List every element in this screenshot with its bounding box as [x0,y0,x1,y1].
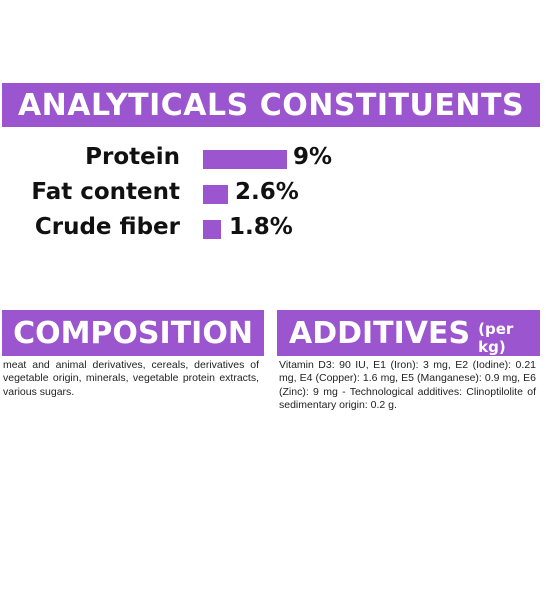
analytics-label-protein: Protein [85,144,180,170]
additives-title: ADDITIVES [289,315,471,351]
analytics-label-fat: Fat content [31,179,180,205]
analytics-bar-fat [203,185,228,204]
additives-subtitle: (per kg) [478,320,514,356]
analytics-value-fat: 2.6% [235,179,299,205]
additives-text: Vitamin D3: 90 IU, E1 (Iron): 3 mg, E2 (… [279,359,536,411]
analytics-value-protein: 9% [293,144,333,170]
composition-banner: COMPOSITION [2,310,264,356]
analytics-value-fiber: 1.8% [229,214,293,240]
analytics-bar-fiber [203,220,221,239]
analytics-bar-protein [203,150,287,169]
analytics-label-fiber: Crude fiber [34,214,180,240]
composition-title: COMPOSITION [13,315,253,351]
composition-text: meat and animal derivatives, cereals, de… [3,359,259,398]
analyticals-constituents-title: ANALYTICALS CONSTITUENTS [17,87,525,123]
additives-banner: ADDITIVES (per kg) [277,310,540,356]
analyticals-constituents-banner: ANALYTICALS CONSTITUENTS [2,83,540,127]
